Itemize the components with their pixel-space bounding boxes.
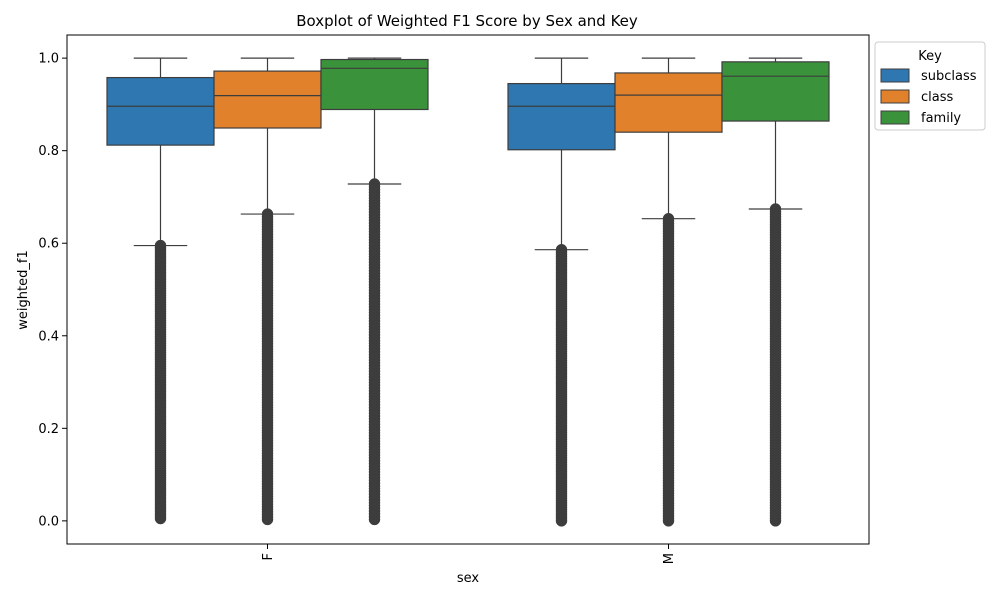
- legend-item-subclass: subclass: [880, 68, 977, 84]
- legend-swatch: [880, 89, 910, 104]
- legend-item-family: family: [880, 110, 961, 126]
- y-tick-label: 0.6: [38, 237, 59, 252]
- y-axis: 0.0 0.2 0.4 0.6 0.8 1.0: [38, 52, 67, 529]
- y-tick-label: 1.0: [38, 52, 59, 67]
- iqr-box: [721, 61, 830, 122]
- box-subclass-F: [106, 57, 215, 525]
- box-subclass-M: [507, 57, 616, 527]
- legend-label: subclass: [921, 69, 977, 84]
- outlier-points: [368, 178, 381, 526]
- legend-swatch: [880, 68, 910, 83]
- box-family-M: [721, 57, 830, 527]
- box-family-F: [320, 57, 429, 526]
- legend-label: class: [921, 90, 953, 105]
- plot-area: [106, 57, 830, 527]
- iqr-box: [507, 82, 616, 151]
- y-tick-label: 0.8: [38, 144, 59, 159]
- y-tick-label: 0.0: [38, 514, 59, 529]
- x-axis-label: sex: [457, 571, 480, 586]
- legend-item-class: class: [880, 89, 953, 105]
- iqr-box: [106, 76, 215, 146]
- legend-title: Key: [918, 49, 942, 64]
- x-tick-label: F: [261, 553, 276, 560]
- box-class-F: [213, 57, 322, 526]
- y-tick-label: 0.4: [38, 329, 59, 344]
- legend-frame: [874, 41, 986, 131]
- legend-label: family: [921, 111, 961, 126]
- iqr-box: [320, 58, 429, 111]
- outlier-points: [555, 243, 568, 527]
- outlier-points: [662, 212, 675, 527]
- y-axis-label: weighted_f1: [16, 250, 31, 329]
- y-tick-label: 0.2: [38, 422, 59, 437]
- legend-swatch: [880, 110, 910, 125]
- plot-frame: [66, 34, 870, 545]
- outlier-points: [154, 239, 167, 525]
- legend: Key subclass class family: [874, 41, 986, 131]
- outlier-points: [261, 208, 274, 526]
- x-tick-label: M: [662, 553, 677, 564]
- iqr-box: [213, 70, 322, 129]
- chart-title: Boxplot of Weighted F1 Score by Sex and …: [296, 12, 638, 30]
- outlier-points: [769, 203, 782, 527]
- iqr-box: [614, 72, 723, 133]
- box-class-M: [614, 57, 723, 527]
